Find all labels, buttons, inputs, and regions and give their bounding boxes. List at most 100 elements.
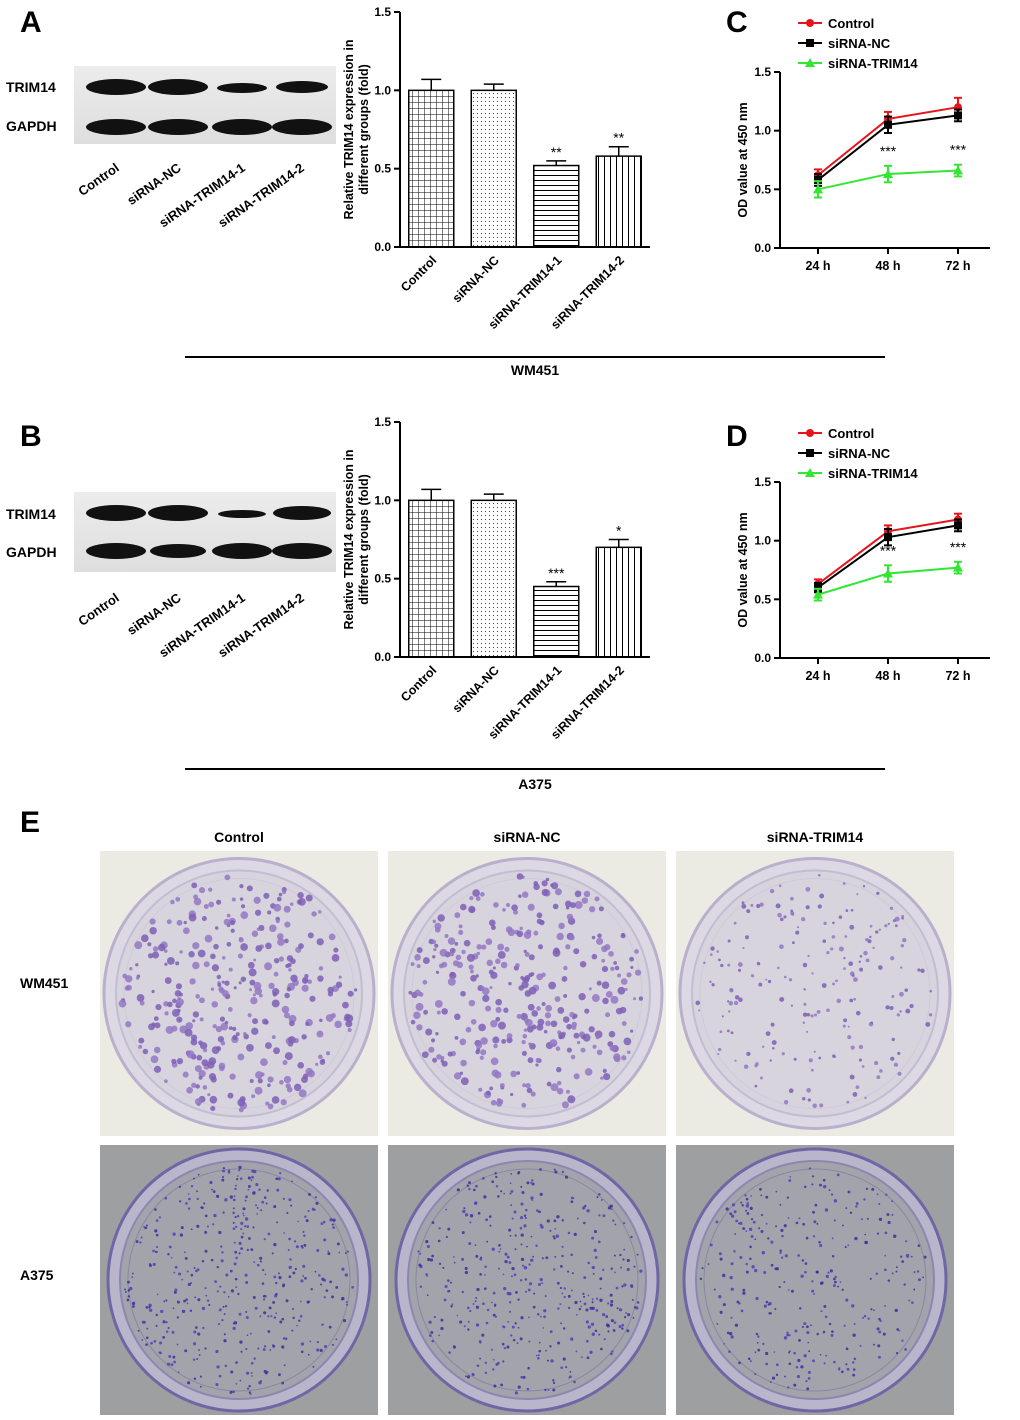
colony: [195, 1326, 198, 1329]
colony: [879, 1069, 883, 1073]
colony: [431, 939, 437, 945]
colony: [461, 1231, 465, 1235]
x-tick-label: siRNA-NC: [450, 663, 502, 715]
colony: [153, 1046, 161, 1054]
colony: [530, 1258, 534, 1262]
colony: [731, 1203, 736, 1207]
colony: [425, 1273, 428, 1276]
colony: [415, 1002, 424, 1011]
colony: [145, 1336, 149, 1339]
colony: [480, 1049, 487, 1056]
colony: [510, 1070, 517, 1078]
colony: [726, 1029, 730, 1033]
colony: [433, 1315, 436, 1319]
colony: [468, 1181, 471, 1185]
colony: [468, 1187, 471, 1191]
band: [86, 79, 146, 95]
colony: [283, 1075, 292, 1084]
colony: [216, 1265, 219, 1269]
colony: [232, 1211, 235, 1215]
data-point: [884, 533, 892, 542]
colony: [849, 1074, 855, 1080]
colony: [216, 1194, 220, 1198]
colony: [716, 1323, 719, 1325]
colony: [513, 1273, 517, 1277]
colony: [222, 956, 226, 960]
y-tick-label: 1.0: [754, 124, 771, 138]
colony: [767, 1237, 770, 1240]
colony: [187, 1381, 191, 1385]
legend-label: siRNA-NC: [828, 36, 891, 51]
colony: [490, 1020, 498, 1028]
colony: [235, 1225, 238, 1229]
colony: [246, 885, 253, 892]
colony: [509, 1182, 512, 1185]
colony: [591, 1265, 595, 1270]
colony: [290, 974, 298, 982]
group-divider-b: [185, 768, 885, 770]
colony: [925, 1021, 931, 1027]
colony: [734, 1233, 737, 1235]
colony: [777, 966, 780, 970]
colony: [876, 1075, 881, 1080]
colony: [786, 1196, 790, 1199]
colony: [591, 1236, 595, 1240]
colony: [528, 954, 535, 961]
colony: [859, 967, 864, 972]
colony: [226, 913, 231, 918]
colony: [838, 915, 843, 919]
colony: [559, 1286, 562, 1290]
colony: [170, 1363, 174, 1367]
colony: [282, 1060, 288, 1066]
colony: [739, 1221, 743, 1226]
colony: [253, 981, 262, 990]
colony: [262, 1268, 265, 1272]
colony: [758, 982, 763, 987]
colony: [531, 1010, 538, 1017]
y-axis-label: Relative TRIM14 expression indifferent g…: [342, 450, 371, 630]
colony: [576, 1040, 581, 1045]
colony: [198, 997, 205, 1004]
colony: [541, 888, 549, 897]
colony: [741, 903, 747, 909]
colony: [490, 1348, 493, 1351]
colony: [221, 1175, 225, 1179]
colony: [503, 1192, 506, 1195]
colony: [795, 930, 800, 935]
colony: [622, 1258, 625, 1261]
colony: [245, 1281, 249, 1284]
colony: [923, 1255, 927, 1259]
colony: [251, 930, 259, 937]
colony: [821, 983, 827, 988]
colony: [238, 981, 242, 985]
colony: [265, 1101, 270, 1106]
colony: [511, 1325, 515, 1329]
colony: [419, 1252, 422, 1255]
colony: [554, 888, 562, 896]
colony: [224, 1364, 228, 1368]
colony: [521, 1039, 526, 1045]
y-tick-label: 1.0: [374, 493, 391, 507]
colony: [812, 1235, 816, 1238]
colony: [327, 1252, 331, 1256]
colony: [166, 919, 172, 925]
colony: [900, 944, 904, 948]
colony: [428, 1046, 435, 1053]
colony: [589, 1306, 593, 1310]
colony: [546, 1219, 550, 1223]
colony: [426, 1275, 428, 1277]
colony: [461, 1257, 465, 1261]
colony: [608, 1030, 616, 1038]
colony: [257, 1347, 260, 1350]
colony: [795, 1366, 799, 1369]
colony: [890, 1056, 895, 1061]
colony: [273, 903, 282, 912]
colony: [913, 1288, 916, 1291]
colony: [851, 974, 855, 978]
colony: [223, 1339, 227, 1343]
colony: [804, 1262, 808, 1265]
colony: [522, 1375, 526, 1379]
colony: [164, 1196, 168, 1200]
colony: [503, 1286, 507, 1291]
colony: [565, 1089, 570, 1094]
